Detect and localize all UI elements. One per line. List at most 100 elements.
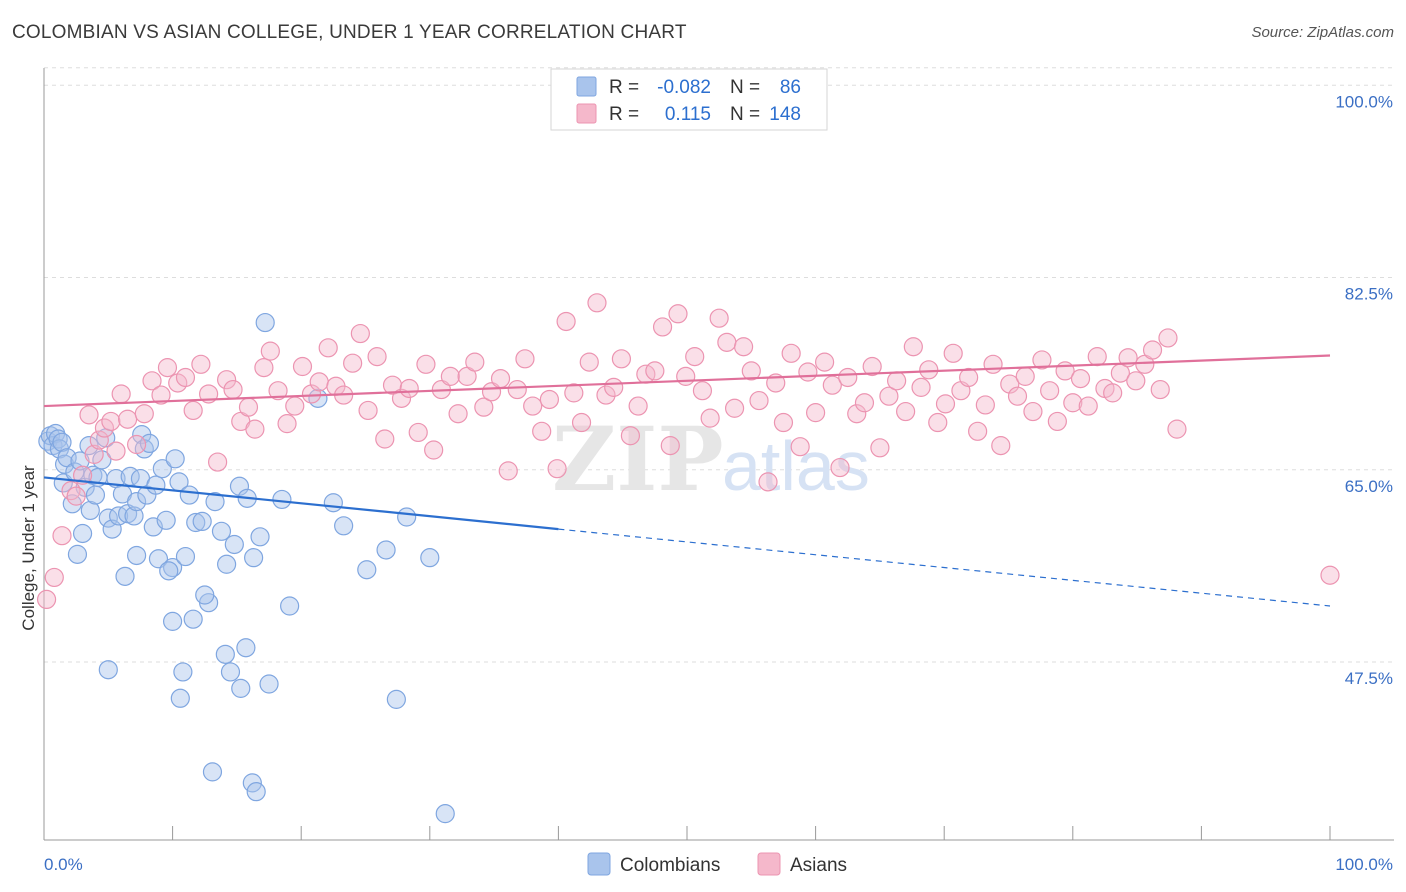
asians-point [724,398,745,418]
axes [43,68,1394,841]
bottom-legend-asians: Asians [790,855,847,876]
colombians-point [186,512,206,533]
asians-point [448,404,468,424]
asians-point [89,430,109,450]
colombians-point [72,523,93,544]
asians-point [854,393,875,413]
asians-point [587,293,607,313]
colombians-point [115,566,135,586]
asians-point [111,384,131,404]
asians-point [217,370,237,390]
colombians-point [52,432,72,452]
asians-point [36,589,57,610]
asians-point [498,461,518,481]
asians-point [628,396,648,416]
y-tick-label: 82.5% [1345,285,1393,304]
asians-point [556,311,576,332]
asians-point [862,356,882,377]
asians-point [935,394,956,414]
x-tick-labels: 0.0% 100.0% [44,855,1393,874]
asians-point [1103,383,1123,403]
asians-point [208,452,228,472]
asians-point [668,304,688,324]
asians-point [238,397,259,417]
colombians-point [236,638,256,658]
asians-point [44,567,64,588]
bottom-legend-swatch-colombians [587,852,611,876]
colombians-point [334,516,354,536]
asians-point [1167,419,1187,439]
asians-point [733,337,754,357]
legend-r-label-2: R = [609,104,639,125]
asians-point [685,347,705,367]
asians-point [66,486,86,506]
colombians-point [124,506,144,526]
bottom-legend-swatch-asians [757,852,781,876]
colombians-point [231,678,251,698]
asians-point [692,381,713,401]
colombians-point [397,507,417,527]
colombians-point [376,540,396,560]
asians-point [887,371,907,391]
x-tick-label: 0.0% [44,855,83,874]
colombians-point [244,548,264,568]
asians-point [1126,371,1146,391]
colombians-point [175,546,196,567]
asians-point [579,352,599,372]
colombians-point [272,489,292,510]
asians-point [254,358,274,378]
asians-point [571,412,592,433]
asians-point [350,323,370,344]
asians-point [879,386,899,406]
asians-point [741,361,761,381]
colombians-trend-extension [558,528,1331,607]
asians-point [375,429,395,449]
colombians-point [146,475,166,495]
colombians-point [357,560,377,580]
asians-point [815,352,835,372]
stats-legend: R = -0.082 N = 86 R = 0.115 N = 148 [550,68,828,131]
asians-point [717,332,737,352]
colombians-point [255,312,275,333]
asians-point [975,395,995,415]
asians-point [911,377,931,397]
grid-lines [44,67,1394,663]
y-tick-label: 47.5% [1345,669,1393,688]
asians-point [798,362,818,382]
asians-point [79,405,99,425]
legend-n-label-1: N = [730,77,760,98]
y-tick-label: 65.0% [1345,477,1393,496]
colombians-point [215,644,235,664]
asians-point [1047,411,1067,432]
bottom-legend-colombians: Colombians [620,855,720,876]
asians-point [1150,379,1170,400]
colombians-trend-line [43,476,559,531]
series-legend: Colombians Asians [587,852,847,876]
chart-title: COLOMBIAN VS ASIAN COLLEGE, UNDER 1 YEAR… [12,22,687,43]
asians-point [652,317,673,337]
colombians-point [217,554,237,574]
colombians-point [70,451,90,471]
asians-point [151,385,171,405]
colombians-point [192,511,212,532]
asians-point [292,356,313,377]
legend-n-value-2: 148 [769,104,801,125]
colombians-point [280,596,300,616]
asians-point [773,412,794,433]
asians-point [928,412,948,433]
asians-point [1040,381,1060,401]
asians-point [959,367,979,388]
asians-point [790,437,810,457]
asians-point [620,426,641,446]
colombians-point [420,548,440,568]
colombians-point [246,782,266,802]
colombians-point [195,585,215,605]
colombians-point [126,545,147,566]
y-tick-label: 100.0% [1335,92,1393,111]
legend-n-label-2: N = [730,104,760,125]
legend-swatch-asians [576,103,597,124]
asians-point [134,404,154,424]
colombians-point [152,459,172,479]
asians-point [805,403,826,423]
